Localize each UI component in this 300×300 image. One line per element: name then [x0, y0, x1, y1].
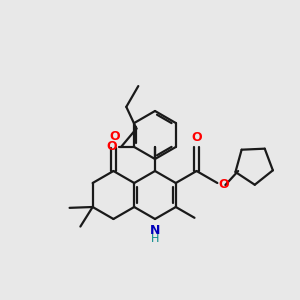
Text: H: H [151, 234, 159, 244]
Text: O: O [191, 131, 202, 144]
Text: O: O [218, 178, 229, 191]
Text: O: O [109, 130, 120, 143]
Text: N: N [150, 224, 160, 237]
Text: O: O [106, 140, 117, 154]
